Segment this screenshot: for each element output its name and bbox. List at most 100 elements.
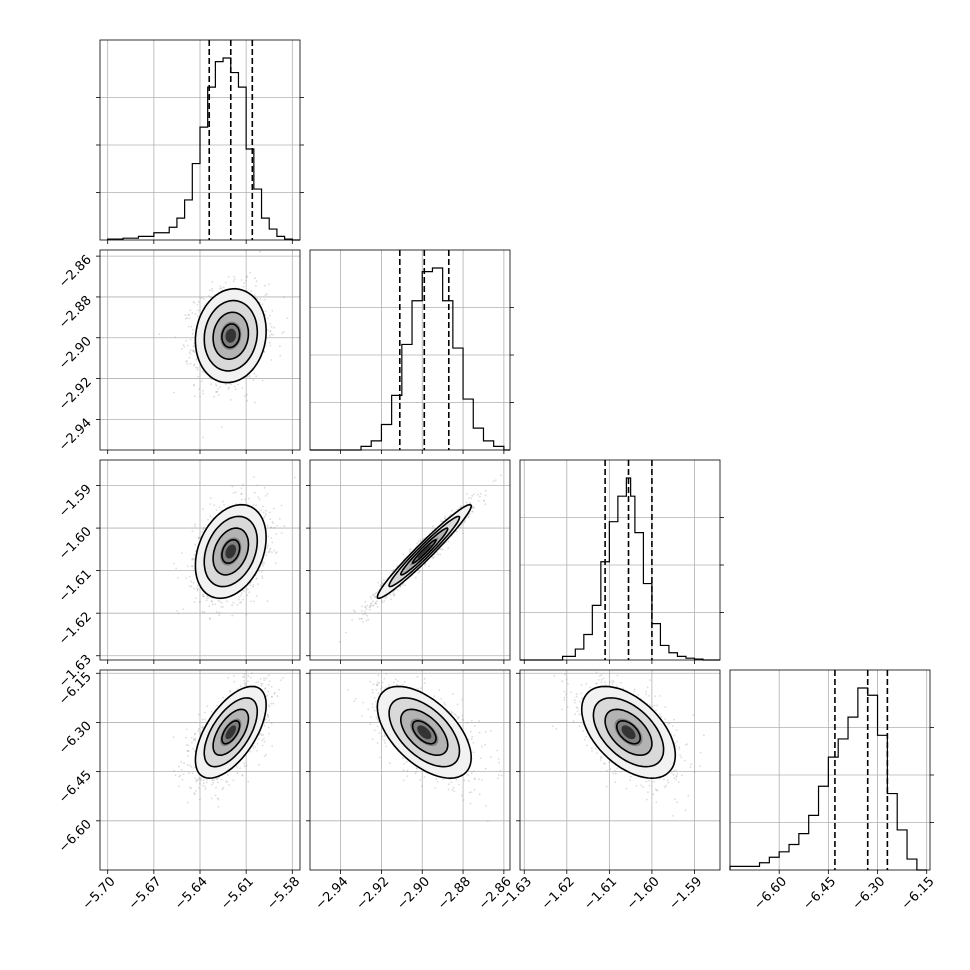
scatter-point bbox=[236, 603, 239, 606]
scatter-panel-0-1 bbox=[99, 249, 301, 451]
scatter-point bbox=[173, 562, 175, 565]
scatter-point bbox=[197, 730, 200, 732]
scatter-point bbox=[371, 604, 374, 607]
scatter-point bbox=[213, 395, 216, 398]
scatter-point bbox=[224, 281, 227, 284]
scatter-point bbox=[188, 356, 191, 359]
scatter-point bbox=[185, 361, 188, 363]
scatter-point bbox=[218, 506, 221, 509]
scatter-point bbox=[209, 497, 212, 499]
scatter-point bbox=[365, 608, 368, 610]
scatter-point bbox=[266, 329, 269, 332]
scatter-point bbox=[202, 779, 205, 782]
scatter-point bbox=[239, 601, 241, 604]
scatter-point bbox=[250, 600, 252, 603]
scatter-point bbox=[269, 335, 271, 337]
scatter-point bbox=[218, 614, 221, 617]
scatter-point bbox=[263, 737, 265, 740]
scatter-point bbox=[182, 773, 185, 776]
scatter-point bbox=[456, 530, 458, 533]
scatter-point bbox=[245, 765, 248, 767]
scatter-point bbox=[188, 772, 190, 774]
scatter-point bbox=[283, 296, 285, 299]
scatter-point bbox=[408, 549, 411, 551]
scatter-point bbox=[253, 476, 256, 478]
scatter-point bbox=[374, 592, 377, 595]
scatter-point bbox=[265, 513, 267, 516]
scatter-point bbox=[216, 778, 219, 780]
scatter-point bbox=[222, 286, 225, 289]
scatter-point bbox=[247, 375, 249, 378]
scatter-point bbox=[492, 480, 495, 483]
scatter-point bbox=[269, 329, 272, 332]
scatter-point bbox=[243, 673, 246, 676]
scatter-point bbox=[174, 336, 177, 339]
scatter-point bbox=[197, 375, 200, 378]
scatter-point bbox=[201, 718, 204, 721]
scatter-point bbox=[196, 304, 199, 306]
scatter-point bbox=[220, 601, 223, 604]
scatter-point bbox=[352, 609, 355, 612]
scatter-point bbox=[226, 781, 229, 783]
scatter-point bbox=[261, 744, 264, 747]
scatter-point bbox=[379, 584, 382, 586]
scatter-point bbox=[245, 279, 247, 282]
scatter-point bbox=[240, 487, 243, 489]
scatter-point bbox=[266, 600, 269, 603]
scatter-point bbox=[193, 793, 196, 795]
scatter-point bbox=[270, 359, 273, 361]
scatter-point bbox=[460, 505, 462, 508]
scatter-0-1-plot-area bbox=[100, 250, 300, 450]
scatter-point bbox=[444, 517, 446, 520]
scatter-point bbox=[444, 515, 446, 518]
scatter-point bbox=[255, 578, 257, 581]
scatter-point bbox=[371, 594, 374, 596]
scatter-point bbox=[271, 521, 274, 523]
scatter-point bbox=[220, 426, 223, 428]
scatter-point bbox=[192, 384, 195, 387]
scatter-point bbox=[364, 601, 367, 603]
scatter-point bbox=[471, 510, 473, 513]
scatter-point bbox=[175, 567, 178, 570]
scatter-point bbox=[267, 715, 270, 717]
scatter-point bbox=[249, 676, 252, 679]
scatter-point bbox=[472, 506, 474, 509]
scatter-point bbox=[191, 557, 194, 560]
scatter-point bbox=[266, 713, 269, 716]
scatter-point bbox=[192, 558, 195, 561]
hist-1-steps bbox=[310, 267, 510, 451]
scatter-point bbox=[182, 608, 185, 610]
scatter-point bbox=[215, 391, 218, 393]
scatter-point bbox=[265, 753, 267, 756]
scatter-point bbox=[207, 518, 209, 521]
scatter-point bbox=[263, 351, 266, 354]
scatter-0-1-contour-1 bbox=[212, 311, 250, 360]
scatter-point bbox=[471, 494, 474, 497]
scatter-point bbox=[261, 563, 264, 565]
scatter-point bbox=[191, 741, 193, 744]
scatter-point bbox=[447, 547, 450, 550]
scatter-point bbox=[237, 383, 239, 386]
scatter-0-1-density-4 bbox=[225, 328, 237, 343]
scatter-point bbox=[188, 786, 191, 789]
hist-panel-3 bbox=[729, 669, 934, 871]
scatter-point bbox=[228, 784, 230, 786]
scatter-point bbox=[193, 363, 196, 366]
scatter-point bbox=[383, 579, 385, 581]
scatter-point bbox=[202, 508, 205, 510]
scatter-point bbox=[210, 711, 213, 713]
scatter-1-2-frame bbox=[309, 459, 511, 661]
scatter-point bbox=[208, 289, 211, 292]
scatter-point bbox=[276, 524, 278, 527]
scatter-point bbox=[197, 300, 200, 303]
hist-panel-2 bbox=[519, 459, 724, 661]
scatter-point bbox=[380, 580, 383, 583]
scatter-point bbox=[376, 600, 378, 603]
scatter-panel-0-2 bbox=[99, 459, 301, 661]
scatter-point bbox=[192, 350, 195, 353]
scatter-point bbox=[364, 613, 367, 616]
scatter-point bbox=[271, 696, 273, 698]
scatter-0-1-contour-2 bbox=[203, 299, 259, 372]
scatter-point bbox=[286, 317, 289, 320]
scatter-point bbox=[196, 584, 199, 587]
